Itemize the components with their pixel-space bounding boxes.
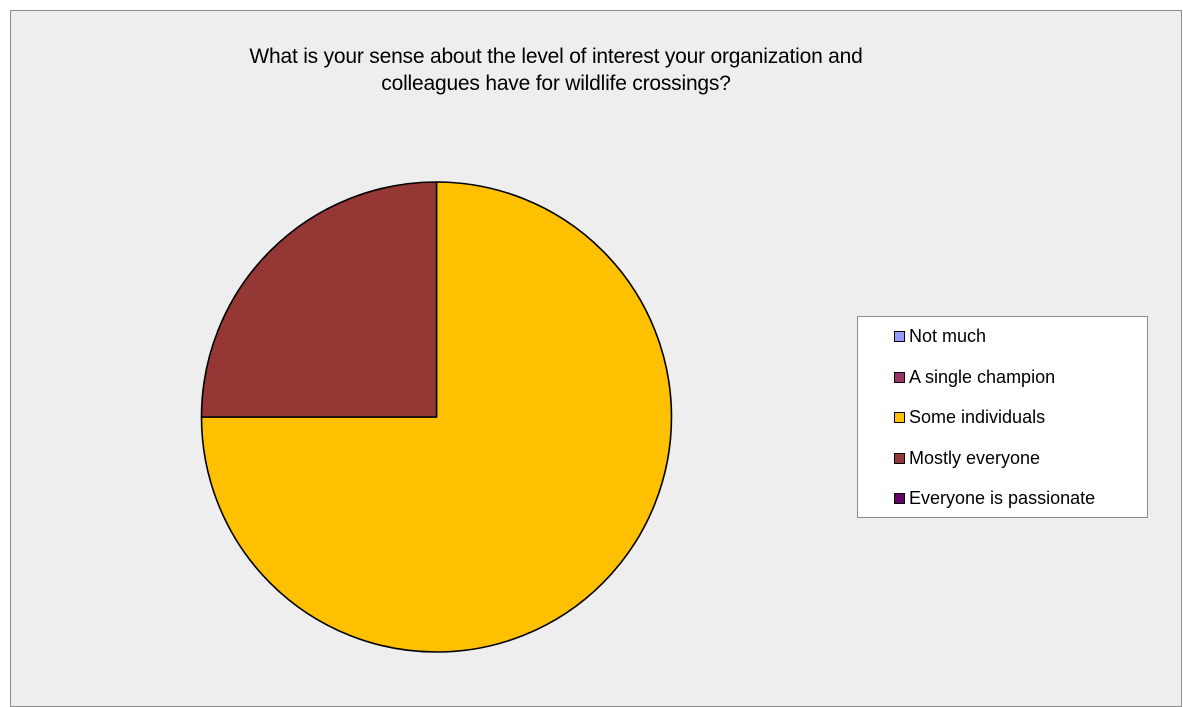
legend-label: Mostly everyone <box>909 447 1041 468</box>
legend-item: Some individuals <box>894 407 1147 448</box>
legend-label: A single champion <box>909 366 1056 387</box>
legend-item: Mostly everyone <box>894 448 1147 489</box>
legend-swatch <box>894 412 905 423</box>
legend: Not much A single champion Some individual… <box>857 316 1148 518</box>
chart-title: What is your sense about the level of in… <box>249 45 863 95</box>
legend-item: Everyone is passionate <box>894 488 1147 529</box>
pie-plot <box>200 181 673 653</box>
legend-swatch <box>894 452 905 464</box>
legend-label: Some individuals <box>909 407 1046 427</box>
legend-label: Not much <box>909 326 987 346</box>
legend-label: Everyone is passionate <box>909 488 1096 508</box>
legend-swatch <box>894 493 905 504</box>
pie-slice-mostly-everyone <box>200 181 438 418</box>
legend-item: Not much <box>894 326 1147 367</box>
chart-area: What is your sense about the level of in… <box>10 10 1182 707</box>
legend-item: A single champion <box>894 367 1147 408</box>
legend-swatch <box>894 371 905 383</box>
legend-swatch <box>894 331 905 342</box>
